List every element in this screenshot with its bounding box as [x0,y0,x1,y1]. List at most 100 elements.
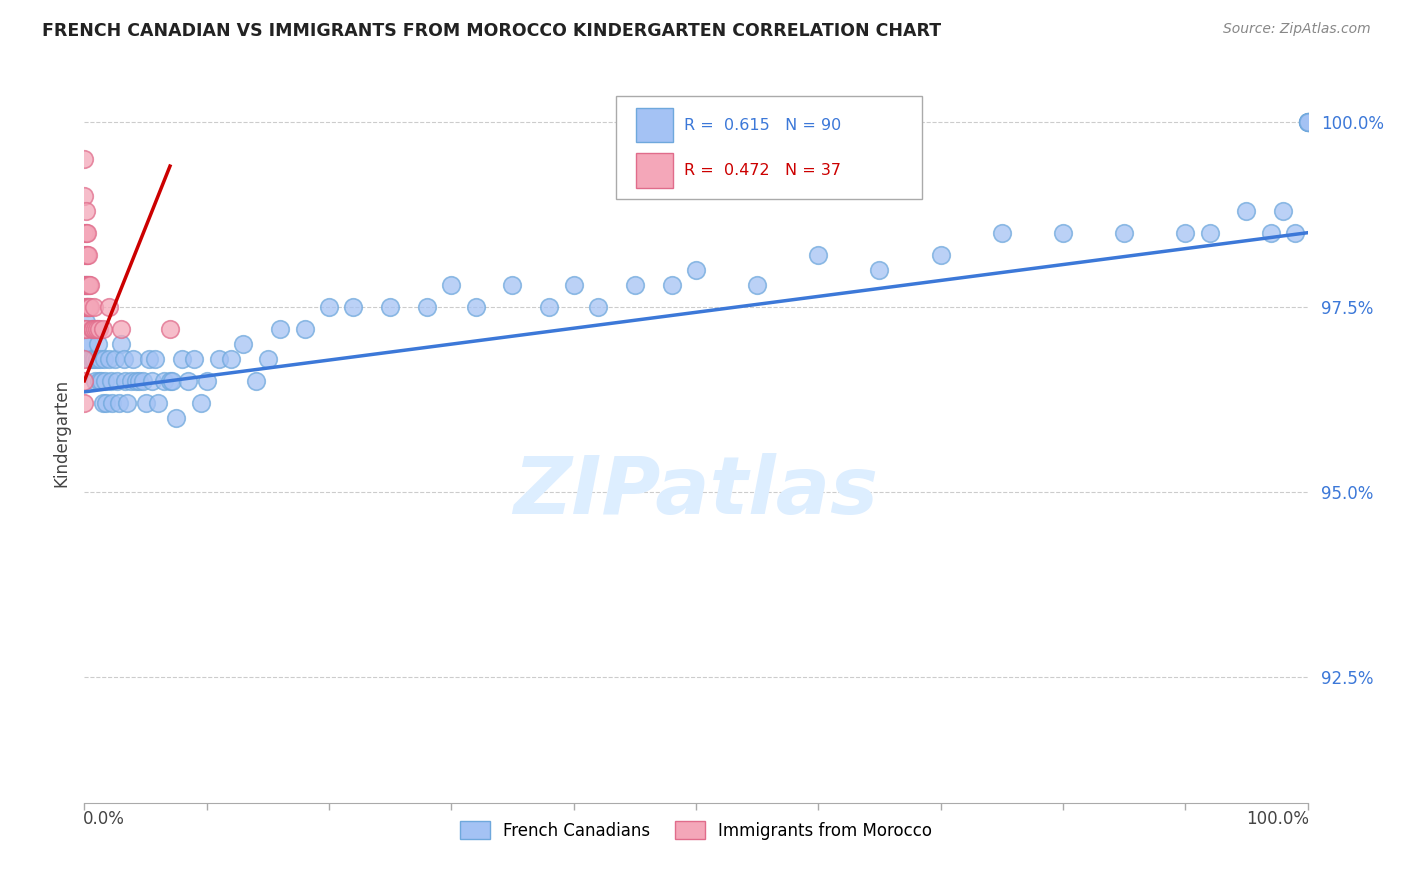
Point [77,300,100,314]
Point [120,374,142,388]
Point [128,374,150,388]
Text: R =  0.615   N = 90: R = 0.615 N = 90 [683,118,841,133]
Point [1272,203,1295,218]
Point [73,188,96,202]
Point [87,336,110,351]
Point [342,300,364,314]
Point [318,300,340,314]
Point [73,351,96,366]
Point [110,322,132,336]
Point [97,300,120,314]
Point [87,322,110,336]
Point [75,203,97,218]
Point [75,315,97,329]
Point [96,396,118,410]
Point [122,351,145,366]
Point [115,396,138,410]
Point [86,322,108,336]
Point [91,322,114,336]
Point [208,351,231,366]
Point [73,248,96,262]
Point [91,396,114,410]
Point [73,152,96,166]
Point [83,351,105,366]
Text: 0.0%: 0.0% [83,810,125,828]
Point [86,351,108,366]
Point [76,300,98,314]
Point [440,277,463,292]
Text: R =  0.472   N = 37: R = 0.472 N = 37 [683,162,841,178]
Point [77,351,100,366]
Point [76,226,98,240]
Point [75,277,97,292]
Point [807,248,830,262]
Point [76,248,98,262]
Point [146,396,169,410]
Point [1174,226,1197,240]
Point [76,300,98,314]
FancyBboxPatch shape [636,153,672,187]
Point [89,351,111,366]
Text: Source: ZipAtlas.com: Source: ZipAtlas.com [1223,22,1371,37]
Point [94,374,117,388]
Point [172,351,194,366]
Point [79,336,101,351]
Point [177,374,200,388]
Point [105,374,128,388]
Point [75,226,97,240]
Point [73,322,96,336]
Point [219,351,242,366]
Point [76,336,98,351]
Point [143,351,166,366]
Point [75,322,97,336]
Point [661,277,683,292]
Point [132,374,155,388]
Point [77,248,100,262]
Point [110,336,132,351]
Point [159,322,181,336]
Point [93,351,115,366]
Point [869,262,891,277]
Point [232,336,254,351]
Point [100,374,122,388]
Point [538,300,561,314]
Point [79,300,101,314]
Point [87,374,110,388]
Point [73,300,96,314]
Point [77,322,100,336]
FancyBboxPatch shape [616,95,922,200]
Point [82,322,104,336]
Text: ZIPatlas: ZIPatlas [513,453,879,531]
Point [586,300,609,314]
Point [141,374,163,388]
Point [75,248,97,262]
Point [104,351,127,366]
Point [80,322,103,336]
Point [464,300,486,314]
Point [153,374,176,388]
Point [183,351,205,366]
Point [1296,114,1319,128]
Point [1198,226,1220,240]
Point [73,226,96,240]
Legend: French Canadians, Immigrants from Morocco: French Canadians, Immigrants from Morocc… [453,814,939,847]
Point [190,396,212,410]
Point [114,374,136,388]
Point [747,277,769,292]
Point [77,300,100,314]
Point [73,396,96,410]
Point [73,374,96,388]
Text: FRENCH CANADIAN VS IMMIGRANTS FROM MOROCCO KINDERGARTEN CORRELATION CHART: FRENCH CANADIAN VS IMMIGRANTS FROM MOROC… [42,22,941,40]
Point [991,226,1014,240]
Point [1296,114,1319,128]
FancyBboxPatch shape [636,108,672,143]
Point [76,277,98,292]
Point [75,300,97,314]
Point [1260,226,1282,240]
Point [165,410,187,425]
Point [1284,226,1306,240]
Point [1114,226,1136,240]
Point [502,277,524,292]
Point [73,277,96,292]
Point [1052,226,1074,240]
